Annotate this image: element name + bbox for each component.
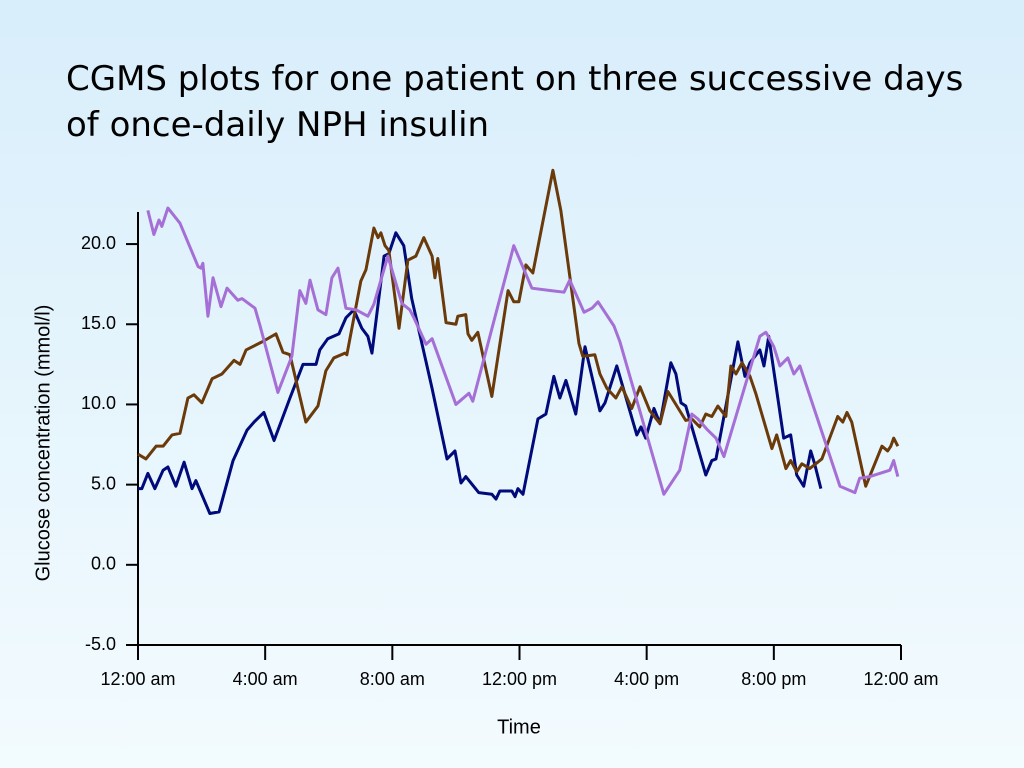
x-axis-label: Time <box>497 716 541 738</box>
x-tick-label: 4:00 pm <box>614 669 679 689</box>
y-tick-label: 10.0 <box>81 393 116 413</box>
x-tick-label: 8:00 pm <box>741 669 806 689</box>
chart-title: CGMS plots for one patient on three succ… <box>66 59 964 145</box>
y-tick-label: 5.0 <box>91 473 116 493</box>
x-tick-label: 12:00 pm <box>482 669 557 689</box>
x-tick-label: 12:00 am <box>863 669 938 689</box>
series-line <box>137 168 900 488</box>
y-axis-label: Glucose concentration (mmol/l) <box>32 305 54 582</box>
x-tick-label: 4:00 am <box>233 669 298 689</box>
y-tick-label: 20.0 <box>81 233 116 253</box>
x-tick-label: 12:00 am <box>100 669 175 689</box>
series-line <box>138 231 823 515</box>
x-tick-label: 8:00 am <box>360 669 425 689</box>
series-line <box>146 206 900 496</box>
y-tick-label: 0.0 <box>91 554 116 574</box>
y-tick-label: 15.0 <box>81 313 116 333</box>
y-tick-label: -5.0 <box>85 634 116 654</box>
